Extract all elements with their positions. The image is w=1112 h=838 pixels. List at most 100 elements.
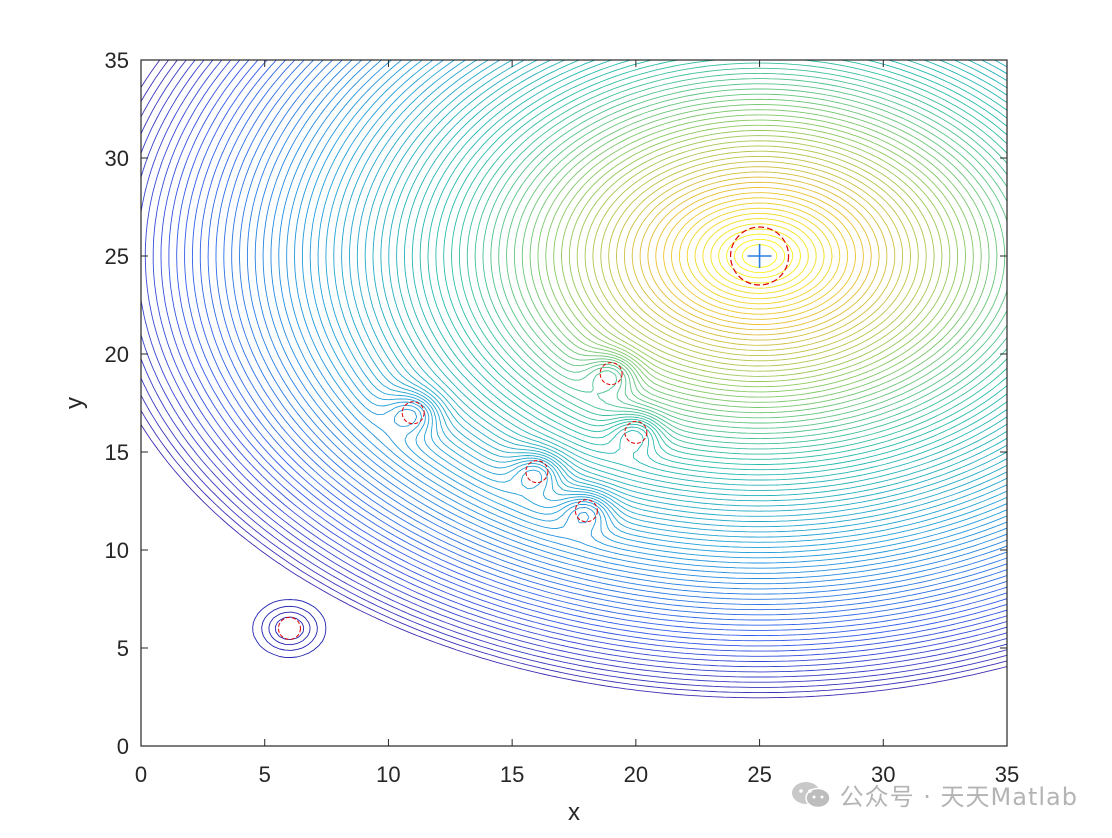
y-tick-label: 15	[105, 440, 129, 465]
obstacle-ring-1	[277, 616, 301, 640]
y-tick-label: 20	[105, 342, 129, 367]
contour-level-10	[168, 60, 1007, 647]
x-tick-label: 35	[995, 762, 1019, 787]
contour-level-62	[576, 135, 943, 377]
contour-level-66	[608, 155, 911, 357]
contour-level-11	[176, 60, 1007, 642]
contour-lines	[141, 60, 1007, 699]
contour-level-71	[647, 181, 872, 331]
contour-level-39	[396, 60, 1007, 497]
contour-level-41	[411, 60, 1007, 486]
contour-level-36	[372, 60, 1007, 512]
contour-level-5	[141, 60, 1007, 673]
x-tick-label: 15	[500, 762, 524, 787]
contour-level-73	[663, 192, 856, 320]
contour-level-49	[474, 67, 1007, 445]
contour-level-57	[537, 109, 982, 403]
contour-level-27	[301, 60, 1007, 559]
contour-level-74	[671, 197, 849, 315]
contour-level-21	[254, 60, 1007, 590]
contour-level-77	[694, 212, 825, 300]
contour-level-61	[568, 130, 951, 382]
y-tick-label: 5	[117, 636, 129, 661]
contour-level-53	[506, 88, 1007, 424]
x-tick-label: 0	[135, 762, 147, 787]
contour-level-43	[427, 60, 1007, 476]
contour-level-68	[623, 166, 896, 346]
contour-level-70	[639, 176, 880, 336]
y-tick-label: 30	[105, 146, 129, 171]
contour-level-23	[270, 60, 1007, 579]
goal-marker	[747, 244, 772, 268]
x-tick-label: 20	[624, 762, 648, 787]
contour-level-0	[141, 60, 1007, 699]
contour-level-38	[388, 60, 1007, 502]
contour-level-44	[435, 60, 1007, 471]
obstacle-rings	[277, 226, 790, 640]
contour-level-80	[718, 228, 801, 284]
contour-level-55	[521, 98, 998, 414]
contour-level-32	[341, 60, 1007, 533]
x-tick-label: 30	[871, 762, 895, 787]
contour-level-52	[498, 83, 1007, 429]
contour-level-13	[191, 60, 1007, 631]
contour-level-4	[141, 60, 1007, 678]
contour-level-87	[252, 599, 327, 658]
contour-level-31	[333, 60, 1007, 538]
x-axis-ticks: 0 5 10 15 20 25 30 35	[135, 60, 1019, 787]
contour-level-9	[160, 60, 1007, 652]
contour-level-2	[141, 60, 1007, 688]
contour-level-22	[262, 60, 1007, 585]
contour-level-35	[364, 60, 1007, 517]
contour-level-37	[380, 60, 1007, 507]
contour-level-1	[141, 60, 1007, 694]
y-tick-label: 25	[105, 244, 129, 269]
contour-level-46	[451, 60, 1007, 460]
contour-level-25	[286, 60, 1007, 569]
contour-level-40	[404, 60, 1007, 491]
contour-level-20	[246, 60, 1007, 595]
contour-level-29	[317, 60, 1007, 548]
y-axis-label: y	[61, 397, 88, 409]
x-tick-label: 5	[259, 762, 271, 787]
contour-level-67	[616, 161, 904, 351]
goal-ring	[729, 226, 790, 286]
contour-level-33	[349, 60, 1007, 528]
contour-level-59	[553, 119, 966, 393]
obstacle-ring-5	[599, 362, 623, 386]
contour-level-58	[545, 114, 974, 398]
wechat-icon	[791, 781, 831, 808]
y-tick-label: 35	[105, 48, 129, 73]
contour-level-17	[223, 60, 1007, 611]
watermark-text: 公众号 · 天天Matlab	[839, 783, 1078, 811]
y-tick-label: 10	[105, 538, 129, 563]
contour-level-72	[655, 187, 864, 325]
contour-level-69	[631, 171, 888, 341]
contour-level-3	[141, 60, 1007, 683]
contour-level-78	[702, 218, 817, 294]
obstacle-ring-3	[525, 460, 549, 484]
contour-level-19	[239, 60, 1007, 600]
contour-level-34	[356, 60, 1007, 522]
contour-level-45	[443, 60, 1007, 465]
contour-level-65	[600, 150, 919, 362]
contour-level-7	[144, 60, 1007, 662]
contour-level-12	[184, 60, 1007, 637]
contour-level-30	[325, 60, 1007, 543]
contour-level-50	[482, 72, 1007, 440]
contour-level-54	[513, 93, 1006, 419]
contour-level-8	[152, 60, 1007, 657]
contour-level-47	[458, 60, 1007, 455]
contour-level-51	[490, 78, 1007, 434]
y-tick-label: 0	[117, 734, 129, 759]
obstacle-ring-6	[624, 420, 648, 444]
contour-level-79	[710, 223, 809, 289]
contour-level-16	[215, 60, 1007, 616]
contour-level-28	[309, 60, 1007, 554]
y-axis-ticks: 0 5 10 15 20 25 30 35	[105, 48, 1007, 759]
plot-frame	[140, 59, 1008, 747]
contour-level-15	[207, 60, 1007, 621]
contour-level-48	[466, 62, 1007, 450]
contour-level-63	[584, 140, 935, 372]
